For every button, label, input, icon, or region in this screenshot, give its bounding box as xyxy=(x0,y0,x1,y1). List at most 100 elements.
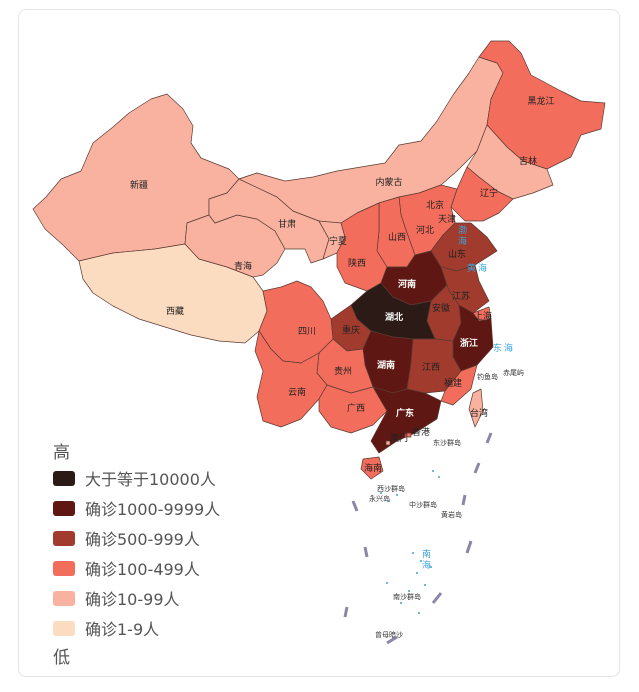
legend-swatch xyxy=(53,620,75,636)
province-label-shanghai: 上海 xyxy=(474,310,492,322)
island-dot xyxy=(380,492,382,494)
island-dot xyxy=(416,572,418,574)
legend-item[interactable]: 确诊500-999人 xyxy=(53,523,220,553)
boundary-dash xyxy=(351,500,359,512)
legend-swatch xyxy=(53,530,75,546)
legend-item-label: 大于等于10000人 xyxy=(85,470,216,489)
island-dot xyxy=(420,560,422,562)
legend-item-label: 确诊100-499人 xyxy=(85,560,200,579)
province-label-hainan: 海南 xyxy=(364,462,382,474)
province-label-henan: 河南 xyxy=(398,278,416,290)
province-taiwan[interactable] xyxy=(468,388,484,428)
province-label-neimenggu: 内蒙古 xyxy=(375,176,402,188)
island-dot xyxy=(412,552,414,554)
legend-item[interactable]: 确诊10-99人 xyxy=(53,583,220,613)
island-label-diaoyu: 钓鱼岛 xyxy=(477,372,498,381)
island-dot xyxy=(418,612,420,614)
island-dot xyxy=(430,566,432,568)
legend-item-label: 确诊500-999人 xyxy=(85,530,200,549)
province-guangxi[interactable] xyxy=(318,384,388,434)
island-dot xyxy=(432,470,434,472)
sea-label-huanghai: 黄海 xyxy=(467,262,489,274)
province-label-hubei: 湖北 xyxy=(385,311,403,323)
legend-item[interactable]: 确诊1-9人 xyxy=(53,613,220,643)
legend-item-label: 确诊1-9人 xyxy=(85,620,160,639)
map-card: 黑龙江吉林辽宁 内蒙古 新疆西藏 青海 甘肃宁夏 陕西 山西 河北 北京天津山东河南江苏 安徽上海… xyxy=(18,9,620,677)
province-label-shandong: 山东 xyxy=(448,248,466,260)
province-label-xinjiang: 新疆 xyxy=(130,179,148,191)
province-label-shaanxi: 陕西 xyxy=(348,257,366,269)
province-label-anhui: 安徽 xyxy=(432,302,450,314)
island-dot xyxy=(438,476,440,478)
legend-swatch xyxy=(53,560,75,576)
sea-label-bohai: 渤海 xyxy=(456,224,467,247)
legend-item-label: 确诊10-99人 xyxy=(85,590,180,609)
province-label-sichuan: 四川 xyxy=(298,327,316,337)
province-label-taiwan: 台湾 xyxy=(470,407,488,419)
island-label-yongxing: 永兴岛 xyxy=(369,494,390,503)
boundary-dash xyxy=(343,606,349,618)
sea-label-donghai: 东海 xyxy=(493,342,515,354)
island-dot xyxy=(386,582,388,584)
legend-item-label: 确诊1000-9999人 xyxy=(85,500,221,519)
province-label-hunan: 湖南 xyxy=(377,359,395,371)
province-label-jilin: 吉林 xyxy=(519,155,537,167)
boundary-dash xyxy=(363,546,369,558)
province-xianggang[interactable] xyxy=(404,432,412,438)
island-label-dongsha: 东沙群岛 xyxy=(433,438,461,447)
province-label-liaoning: 辽宁 xyxy=(480,187,498,199)
province-label-zhejiang: 浙江 xyxy=(460,337,478,349)
province-label-shanxi: 山西 xyxy=(388,232,406,243)
legend-swatch xyxy=(53,500,75,516)
boundary-dash xyxy=(465,540,473,554)
legend-low-label: 低 xyxy=(53,648,70,668)
province-label-jiangsu: 江苏 xyxy=(452,290,470,302)
island-label-nansha: 南沙群岛 xyxy=(393,592,421,601)
province-label-hebei: 河北 xyxy=(416,224,434,236)
island-dot xyxy=(400,602,402,604)
boundary-dash xyxy=(431,592,443,604)
boundary-dash xyxy=(473,462,481,474)
legend-swatch xyxy=(53,590,75,606)
island-label-zhongsha: 中沙群岛 xyxy=(409,500,437,509)
province-label-ningxia: 宁夏 xyxy=(329,235,347,247)
legend-item[interactable]: 确诊1000-9999人 xyxy=(53,493,220,523)
province-hainan[interactable] xyxy=(360,456,384,480)
province-label-heilongjiang: 黑龙江 xyxy=(527,95,554,107)
province-label-gansu: 甘肃 xyxy=(278,218,296,230)
province-label-xianggang: 香港 xyxy=(412,426,430,438)
island-label-chiwei: 赤尾屿 xyxy=(503,368,524,377)
province-label-aomen: 澳门 xyxy=(390,432,408,444)
province-label-yunnan: 云南 xyxy=(288,386,306,398)
province-label-qinghai: 青海 xyxy=(234,260,252,272)
sea-label-nanhai: 南海 xyxy=(420,548,431,571)
island-label-xisha: 西沙群岛 xyxy=(377,484,405,493)
island-label-huangyan: 黄岩岛 xyxy=(441,510,462,519)
province-label-guangdong: 广东 xyxy=(396,407,414,419)
boundary-dash xyxy=(461,494,467,506)
province-label-xizang: 西藏 xyxy=(166,305,184,317)
boundary-dash xyxy=(485,432,493,444)
province-heilongjiang[interactable] xyxy=(478,40,606,170)
legend-item[interactable]: 确诊100-499人 xyxy=(53,553,220,583)
province-label-beijing: 北京 xyxy=(426,199,444,211)
legend-swatch xyxy=(53,470,75,486)
island-dot xyxy=(388,500,390,502)
legend-high-label: 高 xyxy=(53,443,70,463)
island-dot xyxy=(408,590,410,592)
island-dot xyxy=(396,494,398,496)
province-jilin[interactable] xyxy=(466,124,554,200)
province-label-tianjin: 天津 xyxy=(438,214,456,225)
province-label-guangxi: 广西 xyxy=(347,402,365,414)
province-guangdong[interactable] xyxy=(370,386,442,454)
island-label-zengmu: 曾母暗沙 xyxy=(375,630,403,639)
province-label-guizhou: 贵州 xyxy=(334,365,352,377)
boundary-dash xyxy=(386,635,398,645)
province-label-fujian: 福建 xyxy=(444,377,462,389)
province-label-jiangxi: 江西 xyxy=(422,362,440,373)
legend: 高 大于等于10000人 确诊1000-9999人 确诊500-999人 确诊100-… xyxy=(53,438,220,668)
island-dot xyxy=(424,584,426,586)
legend-item[interactable]: 大于等于10000人 xyxy=(53,463,220,493)
province-aomen[interactable] xyxy=(385,440,391,446)
